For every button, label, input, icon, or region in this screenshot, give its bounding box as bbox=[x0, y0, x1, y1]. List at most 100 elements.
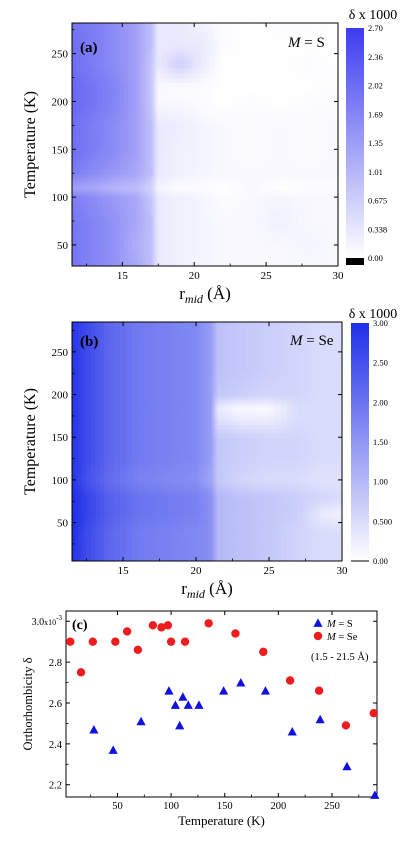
heatmap-cell bbox=[268, 144, 276, 150]
heatmap-cell bbox=[76, 184, 82, 189]
annotation-symbol: M bbox=[287, 35, 302, 51]
heatmap-cell bbox=[205, 125, 211, 131]
heatmap-cell bbox=[89, 181, 95, 186]
heatmap-cell bbox=[309, 181, 316, 186]
heatmap-cell bbox=[89, 59, 95, 64]
heatmap-cell bbox=[104, 537, 110, 544]
heatmap-cell bbox=[84, 115, 90, 122]
heatmap-cell bbox=[251, 225, 259, 232]
heatmap-cell bbox=[239, 510, 247, 515]
heatmap-cell bbox=[326, 163, 333, 170]
heatmap-cell bbox=[204, 507, 209, 512]
y-tick-label: 100 bbox=[52, 192, 69, 204]
heatmap-cell bbox=[132, 249, 138, 254]
heatmap-cell bbox=[77, 503, 82, 508]
heatmap-cell bbox=[213, 514, 216, 519]
heatmap-cell bbox=[148, 72, 152, 79]
heatmap-cell bbox=[257, 510, 264, 515]
heatmap-cell bbox=[205, 261, 211, 266]
heatmap-cell bbox=[184, 176, 190, 180]
heatmap-cell bbox=[280, 249, 287, 254]
heatmap-cell bbox=[99, 543, 105, 550]
heatmap-cell bbox=[210, 211, 215, 217]
heatmap-cell bbox=[76, 92, 82, 97]
heatmap-cell bbox=[145, 225, 149, 232]
heatmap-cell bbox=[132, 261, 138, 266]
heatmap-cell bbox=[303, 115, 310, 122]
heatmap-cell bbox=[119, 240, 125, 246]
heatmap-cell bbox=[172, 514, 180, 519]
heatmap-cell bbox=[102, 253, 108, 259]
heatmap-cell bbox=[102, 163, 108, 170]
heatmap-cell bbox=[93, 63, 99, 69]
heatmap-cell bbox=[148, 168, 152, 174]
heatmap-cell bbox=[110, 211, 116, 217]
heatmap-cell bbox=[188, 158, 194, 165]
heatmap-cell bbox=[72, 462, 76, 468]
heatmap-cell bbox=[123, 225, 129, 232]
heatmap-cell bbox=[207, 496, 212, 501]
heatmap-cell bbox=[152, 249, 155, 254]
heatmap-cell bbox=[171, 72, 177, 79]
heatmap-cell bbox=[291, 168, 299, 174]
heatmap-cell bbox=[201, 514, 206, 519]
heatmap-cell bbox=[297, 111, 305, 117]
heatmap-cell bbox=[298, 496, 304, 501]
heatmap-cell bbox=[166, 176, 172, 180]
heatmap-cell bbox=[306, 517, 312, 522]
heatmap-cell bbox=[99, 496, 105, 501]
heatmap-cell bbox=[93, 31, 99, 37]
heatmap-cell bbox=[139, 230, 144, 236]
heatmap-cell bbox=[97, 230, 103, 236]
heatmap-cell bbox=[298, 514, 304, 519]
heatmap-cell bbox=[214, 92, 220, 97]
heatmap-cell bbox=[97, 144, 103, 150]
heatmap-cell bbox=[251, 130, 259, 136]
heatmap-cell bbox=[303, 144, 310, 150]
heatmap-cell bbox=[106, 197, 112, 203]
heatmap-cell bbox=[222, 549, 228, 556]
heatmap-cell bbox=[80, 181, 86, 186]
heatmap-cell bbox=[257, 230, 264, 236]
heatmap-cell bbox=[80, 503, 85, 508]
heatmap-cell bbox=[123, 178, 129, 183]
heatmap-cell bbox=[153, 47, 156, 53]
heatmap-cell bbox=[136, 195, 141, 198]
heatmap-cell bbox=[84, 111, 90, 117]
heatmap-cell bbox=[171, 125, 177, 131]
heatmap-cell bbox=[97, 184, 103, 189]
heatmap-cell bbox=[222, 44, 230, 49]
heatmap-cell bbox=[311, 517, 317, 522]
heatmap-cell bbox=[188, 82, 194, 88]
heatmap-cell bbox=[175, 197, 181, 203]
heatmap-cell bbox=[326, 206, 333, 213]
heatmap-cell bbox=[136, 92, 141, 97]
heatmap-cell bbox=[84, 120, 90, 126]
heatmap-cell bbox=[205, 225, 211, 232]
heatmap-cell bbox=[297, 216, 305, 222]
heatmap-cell bbox=[297, 63, 305, 69]
heatmap-cell bbox=[145, 82, 149, 88]
heatmap-cell bbox=[192, 144, 198, 150]
heatmap-cell bbox=[306, 486, 312, 491]
heatmap-cell bbox=[152, 163, 155, 170]
heatmap-cell bbox=[205, 206, 211, 213]
heatmap-cell bbox=[291, 184, 299, 189]
heatmap-cell bbox=[132, 181, 138, 186]
heatmap-cell bbox=[119, 44, 125, 49]
heatmap-cell bbox=[115, 244, 121, 250]
heatmap-cell bbox=[155, 189, 158, 192]
heatmap-cell bbox=[137, 520, 145, 525]
heatmap-cell bbox=[102, 120, 108, 126]
heatmap-cell bbox=[214, 35, 220, 41]
heatmap-cell bbox=[324, 537, 330, 544]
heatmap-cell bbox=[245, 510, 253, 515]
heatmap-cell bbox=[77, 475, 82, 481]
heatmap-cell bbox=[184, 483, 191, 488]
heatmap-cell bbox=[152, 63, 155, 69]
heatmap-cell bbox=[132, 130, 138, 136]
heatmap-cell bbox=[205, 221, 211, 227]
heatmap-cell bbox=[269, 517, 276, 522]
heatmap-cell bbox=[214, 101, 220, 107]
heatmap-cell bbox=[148, 225, 152, 232]
